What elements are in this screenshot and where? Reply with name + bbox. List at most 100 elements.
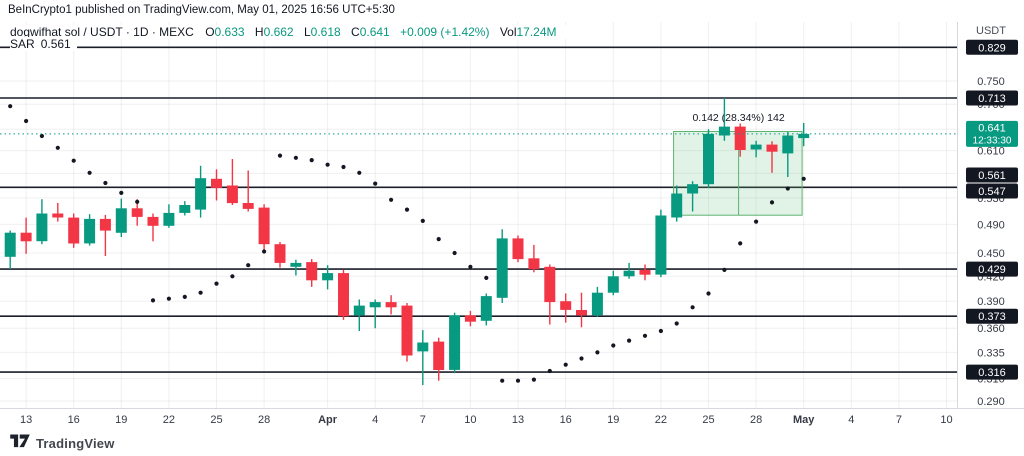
- candle: [560, 301, 572, 310]
- svg-text:0.390: 0.390: [977, 296, 1005, 308]
- svg-text:25: 25: [210, 414, 222, 426]
- candle: [417, 342, 429, 352]
- candle: [433, 341, 445, 370]
- candle: [258, 207, 270, 245]
- candle: [179, 205, 191, 213]
- volume-value: 17.24M: [516, 25, 557, 39]
- candle: [687, 184, 699, 194]
- candle: [750, 144, 762, 150]
- svg-text:0.316: 0.316: [978, 367, 1006, 379]
- svg-text:7: 7: [896, 414, 902, 426]
- svg-text:0.547: 0.547: [978, 186, 1006, 198]
- price-axis-currency-label: USDT: [976, 25, 1006, 37]
- candle: [147, 216, 159, 226]
- candle: [798, 133, 810, 139]
- candle: [242, 203, 254, 209]
- candle: [52, 213, 64, 218]
- svg-text:Apr: Apr: [318, 414, 338, 426]
- candle: [338, 273, 349, 317]
- symbol-title: dogwifhat sol / USDT · 1D · MEXC: [10, 25, 194, 39]
- svg-text:16: 16: [560, 414, 572, 426]
- low-label: L: [303, 25, 311, 39]
- close-value: 0.641: [359, 25, 390, 39]
- svg-text:19: 19: [607, 414, 619, 426]
- candle: [385, 302, 397, 308]
- candle: [703, 133, 714, 185]
- candle: [115, 208, 127, 233]
- candle: [163, 212, 175, 226]
- svg-text:10: 10: [940, 414, 952, 426]
- svg-text:May: May: [793, 414, 815, 426]
- candle: [20, 232, 32, 242]
- grid-layer: [0, 22, 957, 408]
- change-value: +0.009 (+1.42%): [400, 25, 490, 39]
- svg-text:0.829: 0.829: [978, 42, 1006, 54]
- candle: [274, 244, 286, 263]
- svg-text:0.450: 0.450: [977, 248, 1005, 260]
- high-label: H: [254, 25, 264, 39]
- candle: [782, 135, 794, 154]
- svg-text:0.561: 0.561: [978, 170, 1006, 182]
- svg-text:0.641: 0.641: [978, 122, 1006, 134]
- svg-text:4: 4: [372, 414, 378, 426]
- candle: [99, 218, 111, 231]
- svg-text:10: 10: [464, 414, 476, 426]
- price-range-label: 0.142 (28.34%) 142: [692, 112, 784, 124]
- candle: [671, 193, 683, 218]
- support-resistance-lines[interactable]: [0, 46, 957, 373]
- svg-text:16: 16: [68, 414, 80, 426]
- svg-text:0.610: 0.610: [977, 146, 1005, 158]
- attribution-text: BeInCrypto1 published on TradingView.com…: [8, 4, 395, 16]
- candle: [211, 178, 222, 188]
- svg-text:4: 4: [848, 414, 854, 426]
- svg-text:0.335: 0.335: [977, 347, 1005, 359]
- candle: [131, 208, 143, 217]
- candle: [607, 276, 619, 293]
- tradingview-attribution[interactable]: TradingView: [10, 434, 115, 453]
- indicator-name: SAR: [10, 37, 35, 51]
- svg-text:0.360: 0.360: [977, 323, 1005, 335]
- svg-text:28: 28: [258, 414, 270, 426]
- candle: [544, 266, 556, 303]
- candle: [464, 315, 476, 322]
- candle: [290, 262, 302, 267]
- candle: [496, 238, 508, 298]
- svg-text:22: 22: [655, 414, 667, 426]
- sar-indicator-legend[interactable]: SAR 0.561: [10, 37, 77, 51]
- candle: [84, 218, 96, 244]
- open-value: 0.633: [214, 25, 245, 39]
- candle: [528, 258, 540, 270]
- candle: [576, 310, 587, 316]
- candle: [195, 178, 207, 210]
- svg-text:19: 19: [115, 414, 127, 426]
- svg-text:0.373: 0.373: [978, 311, 1006, 323]
- svg-text:13: 13: [20, 414, 32, 426]
- candle: [353, 305, 365, 316]
- candle: [718, 126, 730, 136]
- svg-text:22: 22: [163, 414, 175, 426]
- candle: [226, 185, 238, 204]
- candle: [766, 144, 778, 152]
- svg-text:12:33:30: 12:33:30: [973, 135, 1012, 146]
- svg-text:28: 28: [750, 414, 762, 426]
- candle: [401, 305, 413, 356]
- candle: [449, 315, 461, 370]
- candle: [4, 232, 16, 257]
- brand-name: TradingView: [36, 436, 115, 451]
- close-label: C: [351, 25, 360, 39]
- candle: [512, 238, 524, 260]
- candle: [623, 270, 635, 277]
- candle: [36, 213, 48, 242]
- candle: [639, 269, 651, 275]
- time-axis-labels[interactable]: 13 16 19 22 25 28 Apr 4 7 10 13 16 19 22 25 28 May 4 7 10: [20, 414, 953, 426]
- indicator-value: 0.561: [40, 37, 71, 51]
- parabolic-sar-dots: [8, 104, 806, 383]
- open-label: O: [205, 25, 215, 39]
- symbol-legend[interactable]: dogwifhat sol / USDT · 1D · MEXC O0.633 …: [10, 25, 568, 39]
- low-value: 0.618: [310, 25, 341, 39]
- svg-text:0.750: 0.750: [977, 76, 1005, 88]
- volume-label: Vol: [499, 25, 517, 39]
